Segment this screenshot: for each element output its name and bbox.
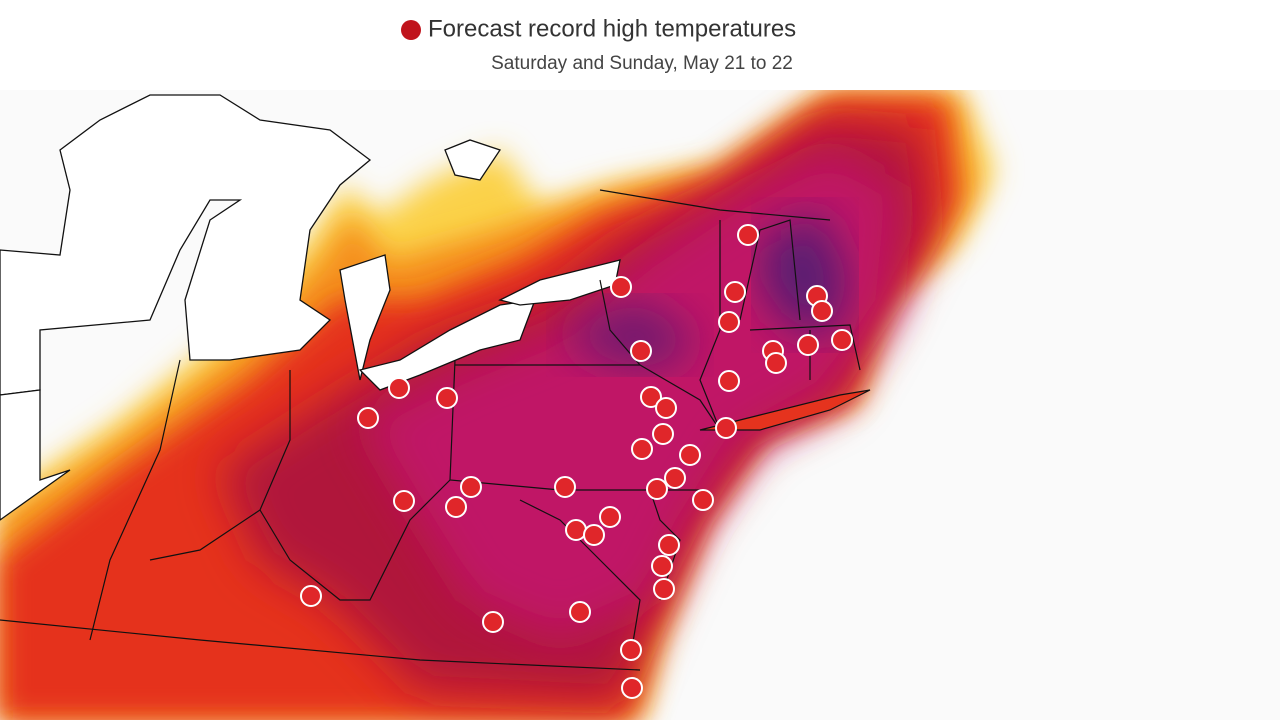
record-marker [445, 496, 467, 518]
record-marker [482, 611, 504, 633]
record-marker [630, 340, 652, 362]
record-marker [831, 329, 853, 351]
illinois-land [0, 389, 71, 521]
record-marker [658, 534, 680, 556]
record-marker [388, 377, 410, 399]
record-marker [393, 490, 415, 512]
water-and-land-outlines [0, 94, 621, 521]
record-marker [797, 334, 819, 356]
record-marker [565, 519, 587, 541]
legend-dot [401, 20, 421, 40]
record-marker [300, 585, 322, 607]
record-marker [718, 370, 740, 392]
record-marker [653, 578, 675, 600]
lake-ontario [498, 259, 621, 306]
record-marker [646, 478, 668, 500]
upper-midwest-land [0, 94, 372, 396]
record-marker [599, 506, 621, 528]
record-marker [652, 423, 674, 445]
record-marker [724, 281, 746, 303]
record-marker [640, 386, 662, 408]
record-marker [631, 438, 653, 460]
record-marker [664, 467, 686, 489]
record-marker [765, 352, 787, 374]
legend-label: Forecast record high temperatures [428, 15, 796, 42]
record-marker [737, 224, 759, 246]
record-marker [357, 407, 379, 429]
record-markers [300, 224, 853, 699]
record-marker [715, 417, 737, 439]
record-marker [718, 311, 740, 333]
lake-huron [339, 254, 391, 381]
record-marker [655, 397, 677, 419]
state-borders [0, 189, 861, 671]
record-marker [679, 444, 701, 466]
record-marker [554, 476, 576, 498]
long-island [699, 389, 871, 431]
record-marker [610, 276, 632, 298]
record-marker [569, 601, 591, 623]
record-marker [583, 524, 605, 546]
subtitle: Saturday and Sunday, May 21 to 22 [491, 53, 793, 74]
record-marker [620, 639, 642, 661]
record-marker [811, 300, 833, 322]
record-marker [692, 489, 714, 511]
record-marker [621, 677, 643, 699]
record-marker [651, 555, 673, 577]
record-marker [460, 476, 482, 498]
lake-patch [444, 139, 502, 181]
record-marker [436, 387, 458, 409]
